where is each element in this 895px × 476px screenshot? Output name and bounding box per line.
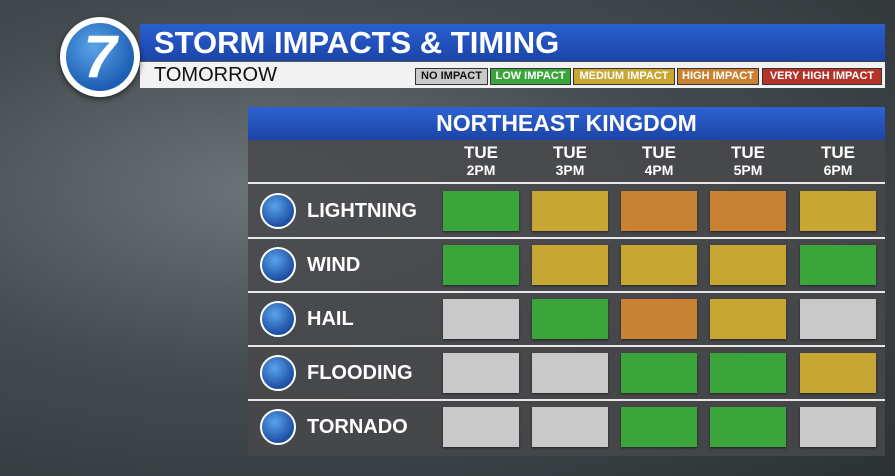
- impact-cell: [532, 407, 608, 447]
- impact-cell: [800, 191, 876, 231]
- row-icon: [260, 409, 296, 445]
- impact-cell: [800, 245, 876, 285]
- impact-cell: [621, 191, 697, 231]
- impact-cell: [443, 191, 519, 231]
- impact-cell: [532, 353, 608, 393]
- row-label: FLOODING: [307, 362, 413, 384]
- impact-cell: [621, 353, 697, 393]
- column-day: TUE: [642, 143, 676, 162]
- column-day: TUE: [821, 143, 855, 162]
- column-time: 4PM: [644, 162, 674, 178]
- impact-cell: [800, 299, 876, 339]
- logo-text: 7: [66, 23, 134, 91]
- subtitle: TOMORROW: [154, 64, 277, 86]
- row-separator: [248, 345, 885, 347]
- impact-cell: [621, 299, 697, 339]
- row-icon: [260, 193, 296, 229]
- impact-cell: [800, 407, 876, 447]
- column-time: 2PM: [466, 162, 496, 178]
- column-time: 3PM: [555, 162, 585, 178]
- impact-cell: [443, 407, 519, 447]
- row-label: LIGHTNING: [307, 200, 417, 222]
- column-time: 6PM: [823, 162, 853, 178]
- row-label: HAIL: [307, 308, 354, 330]
- row-separator: [248, 291, 885, 293]
- title: STORM IMPACTS & TIMING: [154, 25, 560, 60]
- impact-cell: [710, 299, 786, 339]
- impact-cell: [443, 299, 519, 339]
- impact-cell: [532, 245, 608, 285]
- row-icon: [260, 355, 296, 391]
- row-icon: [260, 247, 296, 283]
- impact-cell: [710, 191, 786, 231]
- impact-cell: [710, 245, 786, 285]
- column-time: 5PM: [733, 162, 763, 178]
- impact-cell: [532, 299, 608, 339]
- impact-cell: [443, 245, 519, 285]
- legend-item: NO IMPACT: [415, 68, 488, 85]
- impact-cell: [621, 407, 697, 447]
- legend-item: LOW IMPACT: [490, 68, 571, 85]
- impact-cell: [443, 353, 519, 393]
- legend-item: HIGH IMPACT: [677, 68, 759, 85]
- row-separator: [248, 399, 885, 401]
- legend-item: VERY HIGH IMPACT: [762, 68, 882, 85]
- legend-item: MEDIUM IMPACT: [573, 68, 675, 85]
- column-day: TUE: [464, 143, 498, 162]
- impact-cell: [710, 353, 786, 393]
- row-icon: [260, 301, 296, 337]
- row-separator: [248, 182, 885, 184]
- impact-cell: [532, 191, 608, 231]
- impact-cell: [621, 245, 697, 285]
- logo: 7: [60, 17, 140, 97]
- row-label: TORNADO: [307, 416, 408, 438]
- impact-cell: [800, 353, 876, 393]
- column-day: TUE: [553, 143, 587, 162]
- row-separator: [248, 237, 885, 239]
- row-label: WIND: [307, 254, 361, 276]
- panel-title: NORTHEAST KINGDOM: [248, 107, 885, 140]
- impact-cell: [710, 407, 786, 447]
- column-day: TUE: [731, 143, 765, 162]
- title-bar: STORM IMPACTS & TIMING: [140, 24, 885, 61]
